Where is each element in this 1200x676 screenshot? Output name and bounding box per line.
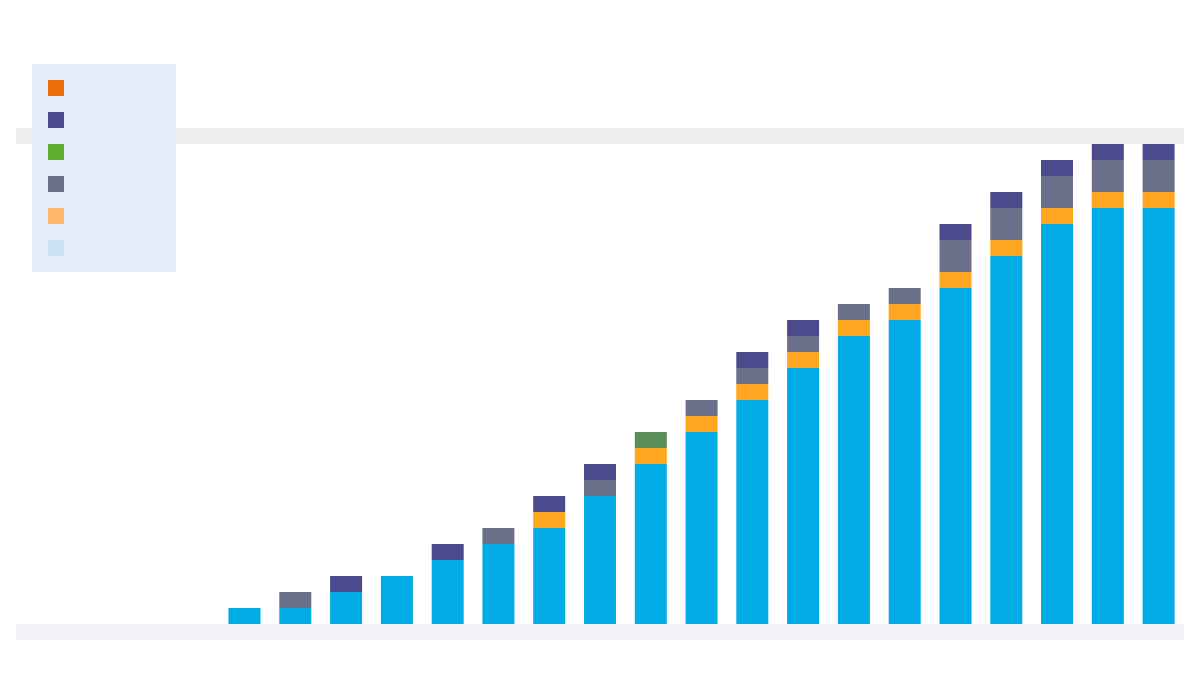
bar-segment: [533, 496, 566, 512]
bar-segment: [787, 336, 820, 352]
bar-segment: [482, 544, 515, 624]
bar-segment: [279, 608, 312, 624]
bar-segment: [634, 448, 667, 464]
bar-segment: [939, 272, 972, 288]
legend-item: [48, 232, 176, 264]
bar-segment: [888, 304, 921, 320]
bar-segment: [330, 592, 363, 624]
bar-segment: [482, 528, 515, 544]
legend-item: [48, 200, 176, 232]
legend-swatch: [48, 208, 64, 224]
bar-segment: [837, 320, 870, 336]
bar-segment: [990, 256, 1023, 624]
bar-segment: [888, 288, 921, 304]
bar-segment: [787, 368, 820, 624]
bar-segment: [584, 496, 616, 624]
bar-segment: [1142, 144, 1175, 160]
bar-segment: [1041, 224, 1073, 624]
bar-segment: [685, 416, 718, 432]
x-axis-band: [16, 624, 1184, 640]
legend-swatch: [48, 144, 64, 160]
bar-segment: [533, 528, 566, 624]
bar-segment: [736, 400, 769, 624]
legend: [32, 64, 176, 272]
bar-segment: [685, 432, 718, 624]
bar-segment: [736, 352, 769, 368]
bar-segment: [837, 336, 870, 624]
legend-item: [48, 104, 176, 136]
bar-segment: [990, 192, 1023, 208]
bar-segment: [939, 240, 972, 272]
bar-segment: [837, 304, 870, 320]
bar-segment: [990, 240, 1023, 256]
bar-segment: [634, 432, 667, 448]
bar-segment: [1091, 208, 1124, 624]
legend-swatch: [48, 240, 64, 256]
bar-segment: [1091, 192, 1124, 208]
bar-segment: [1041, 176, 1073, 208]
bar-segment: [228, 608, 261, 624]
bar-segment: [939, 224, 972, 240]
bar-segment: [939, 288, 972, 624]
bar-segment: [1041, 160, 1073, 176]
bar-segment: [736, 368, 769, 384]
bars-group: [228, 144, 1175, 624]
legend-swatch: [48, 80, 64, 96]
bar-segment: [888, 320, 921, 624]
bar-segment: [584, 480, 616, 496]
bar-segment: [1142, 208, 1175, 624]
bar-segment: [685, 400, 718, 416]
bar-segment: [431, 544, 464, 560]
bar-segment: [533, 512, 566, 528]
bar-segment: [736, 384, 769, 400]
legend-item: [48, 72, 176, 104]
bar-segment: [1142, 160, 1175, 192]
bar-segment: [787, 320, 820, 336]
bar-segment: [380, 576, 413, 624]
legend-swatch: [48, 176, 64, 192]
bar-segment: [634, 464, 667, 624]
bar-segment: [1091, 144, 1124, 160]
top-gridline: [16, 128, 1184, 144]
bar-segment: [1091, 160, 1124, 192]
legend-item: [48, 168, 176, 200]
bar-segment: [1142, 192, 1175, 208]
legend-swatch: [48, 112, 64, 128]
bar-segment: [330, 576, 363, 592]
bar-segment: [787, 352, 820, 368]
bar-segment: [431, 560, 464, 624]
bar-segment: [1041, 208, 1073, 224]
legend-item: [48, 136, 176, 168]
bar-segment: [584, 464, 616, 480]
bar-segment: [990, 208, 1023, 240]
bar-segment: [279, 592, 312, 608]
